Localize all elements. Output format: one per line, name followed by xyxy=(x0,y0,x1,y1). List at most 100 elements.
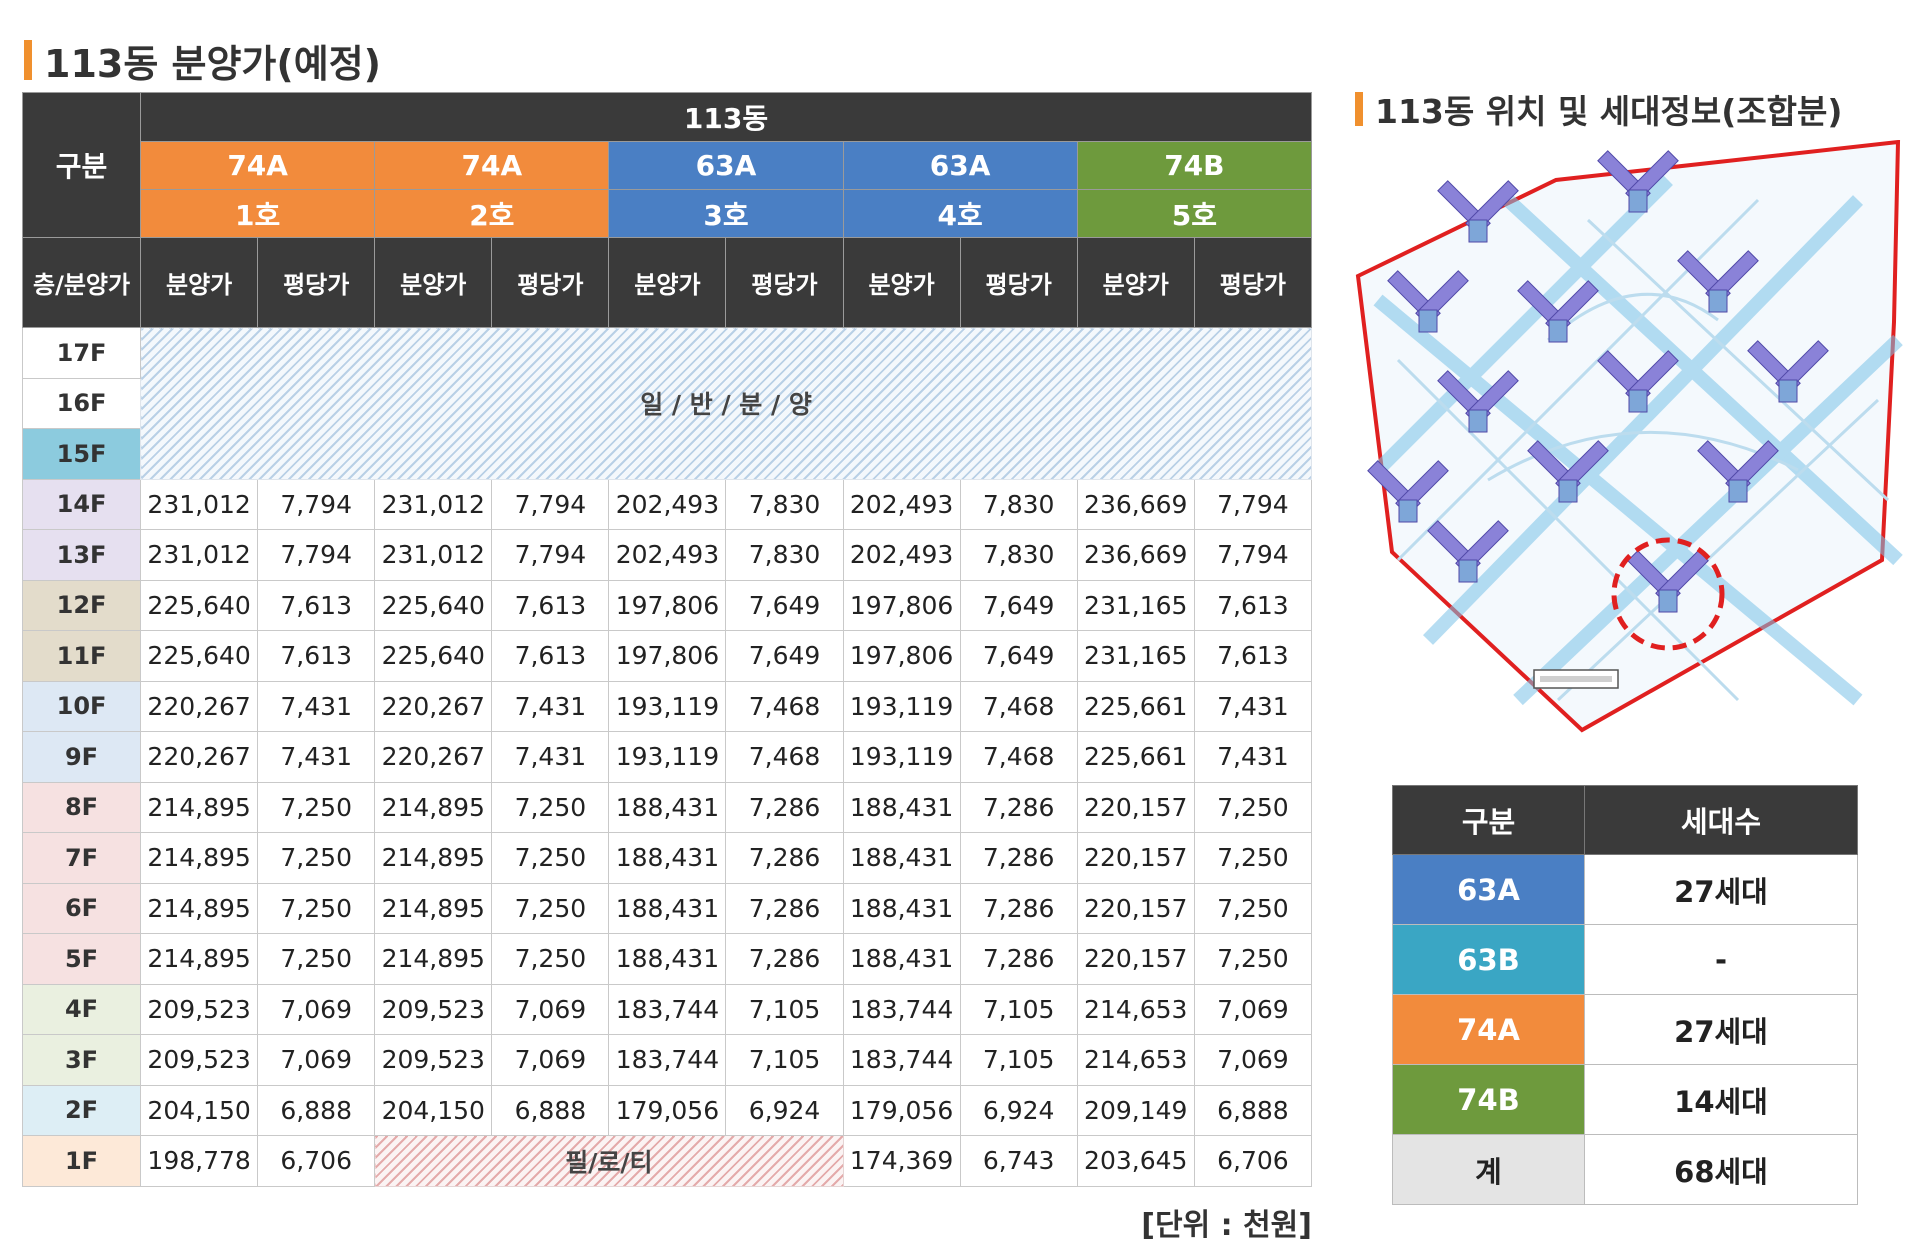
table-row: 6F 214,895 7,250 214,895 7,250 188,431 7,286 18… xyxy=(21,882,1313,934)
table-row: 7F 214,895 7,250 214,895 7,250 188,431 7,286 18… xyxy=(21,832,1313,884)
per-pyeong-cell: 7,286 xyxy=(725,832,844,884)
floor-label: 2F xyxy=(21,1084,142,1136)
price-column-header: 분양가 xyxy=(842,237,961,328)
per-pyeong-cell: 6,888 xyxy=(257,1084,376,1136)
price-cell: 231,012 xyxy=(140,478,259,530)
table-row: 17F 일 / 반 / 분 / 양 xyxy=(21,327,1312,480)
price-cell: 202,493 xyxy=(842,529,961,581)
table-row: 1F 198,778 6,706 필/로/티 174,369 6,743 203,645 6,… xyxy=(21,1135,1313,1187)
price-cell: 188,431 xyxy=(608,882,727,934)
type-header: 74A xyxy=(374,141,610,190)
building-block xyxy=(1597,150,1679,213)
price-cell: 220,267 xyxy=(374,680,493,732)
table-row: 12F 225,640 7,613 225,640 7,613 197,806 7,649 1… xyxy=(21,579,1313,631)
summary-table-body: 구분 세대수 63A 27세대 63B -74A 27세대 74B 14세대 계 68세대 xyxy=(1392,785,1858,1205)
summary-type-cell: 계 xyxy=(1392,1134,1585,1205)
per-pyeong-cell: 7,250 xyxy=(491,933,610,985)
unit-header: 1호 xyxy=(140,189,376,238)
general-sale-area: 일 / 반 / 분 / 양 xyxy=(140,327,1312,480)
price-cell: 197,806 xyxy=(608,579,727,631)
per-pyeong-cell: 7,069 xyxy=(257,983,376,1035)
per-pyeong-cell: 7,613 xyxy=(491,579,610,631)
price-cell: 209,523 xyxy=(140,983,259,1035)
floor-label: 11F xyxy=(21,630,142,682)
building-block xyxy=(1747,340,1829,403)
per-pyeong-cell: 7,250 xyxy=(257,882,376,934)
table-row: 9F 220,267 7,431 220,267 7,431 193,119 7,468 19… xyxy=(21,731,1313,783)
price-cell: 231,165 xyxy=(1076,630,1195,682)
per-pyeong-cell: 7,830 xyxy=(725,478,844,530)
corner-header: 구분 xyxy=(21,92,142,238)
price-cell: 198,778 xyxy=(140,1135,259,1187)
per-pyeong-cell: 7,286 xyxy=(725,882,844,934)
floor-label: 17F xyxy=(21,327,142,379)
per-pyeong-cell: 7,105 xyxy=(725,983,844,1035)
price-cell: 183,744 xyxy=(608,1034,727,1086)
price-cell: 188,431 xyxy=(842,781,961,833)
floor-label: 10F xyxy=(21,680,142,732)
page-title: 113동 분양가(예정) xyxy=(24,34,381,86)
floor-label: 6F xyxy=(21,882,142,934)
summary-count-cell: - xyxy=(1584,924,1858,995)
price-cell: 220,157 xyxy=(1076,781,1195,833)
type-header: 63A xyxy=(842,141,1078,190)
price-cell: 183,744 xyxy=(842,983,961,1035)
price-cell: 214,895 xyxy=(374,882,493,934)
floor-label: 13F xyxy=(21,529,142,581)
building-block xyxy=(1517,280,1599,343)
per-pyeong-column-header: 평당가 xyxy=(491,237,610,328)
price-cell: 220,157 xyxy=(1076,933,1195,985)
price-cell: 214,895 xyxy=(140,781,259,833)
per-pyeong-cell: 7,250 xyxy=(1193,832,1313,884)
piloti-area: 필/로/티 xyxy=(374,1135,844,1187)
per-pyeong-cell: 7,794 xyxy=(491,529,610,581)
per-pyeong-cell: 7,468 xyxy=(725,680,844,732)
summary-count-cell: 68세대 xyxy=(1584,1134,1858,1205)
building-block xyxy=(1437,180,1519,243)
building-block xyxy=(1527,440,1609,503)
table-row: 15F xyxy=(21,428,1312,480)
per-pyeong-cell: 7,250 xyxy=(257,781,376,833)
per-pyeong-cell: 7,468 xyxy=(959,680,1078,732)
unit-header: 2호 xyxy=(374,189,610,238)
floor-label: 1F xyxy=(21,1135,142,1187)
per-pyeong-cell: 7,830 xyxy=(959,478,1078,530)
per-pyeong-cell: 7,431 xyxy=(1193,731,1313,783)
per-pyeong-cell: 7,431 xyxy=(491,680,610,732)
summary-count-cell: 27세대 xyxy=(1584,854,1858,925)
per-pyeong-cell: 7,286 xyxy=(959,933,1078,985)
price-cell: 220,157 xyxy=(1076,882,1195,934)
table-row: 16F xyxy=(21,377,1312,429)
price-cell: 193,119 xyxy=(608,680,727,732)
facility-label-box xyxy=(1533,669,1619,689)
building-block xyxy=(1437,370,1519,433)
price-cell: 225,640 xyxy=(374,630,493,682)
price-cell: 231,012 xyxy=(374,478,493,530)
title-accent-bar xyxy=(24,40,32,80)
per-pyeong-cell: 7,649 xyxy=(725,579,844,631)
per-pyeong-cell: 7,468 xyxy=(725,731,844,783)
price-cell: 214,653 xyxy=(1076,983,1195,1035)
per-pyeong-cell: 7,105 xyxy=(959,983,1078,1035)
price-cell: 209,523 xyxy=(374,1034,493,1086)
price-cell: 188,431 xyxy=(842,832,961,884)
per-pyeong-cell: 7,250 xyxy=(491,832,610,884)
per-pyeong-cell: 7,105 xyxy=(959,1034,1078,1086)
unit-header: 3호 xyxy=(608,189,844,238)
summary-count-cell: 27세대 xyxy=(1584,994,1858,1065)
apartment-buildings xyxy=(1367,150,1829,613)
type-header: 74A xyxy=(140,141,376,190)
price-cell: 188,431 xyxy=(608,832,727,884)
per-pyeong-cell: 7,431 xyxy=(257,680,376,732)
summary-type-header: 구분 xyxy=(1392,785,1585,855)
per-pyeong-column-header: 평당가 xyxy=(959,237,1078,328)
price-cell: 174,369 xyxy=(842,1135,961,1187)
price-cell: 193,119 xyxy=(842,731,961,783)
price-table: 구분 113동 74A 74A 63A 63A 74B 1호 2호 3호 4호 … xyxy=(21,92,1313,1187)
summary-type-cell: 63B xyxy=(1392,924,1585,995)
price-cell: 214,653 xyxy=(1076,1034,1195,1086)
building-block xyxy=(1677,250,1759,313)
table-row: 3F 209,523 7,069 209,523 7,069 183,744 7,105 18… xyxy=(21,1034,1313,1086)
price-cell: 179,056 xyxy=(608,1084,727,1136)
price-cell: 225,640 xyxy=(140,630,259,682)
